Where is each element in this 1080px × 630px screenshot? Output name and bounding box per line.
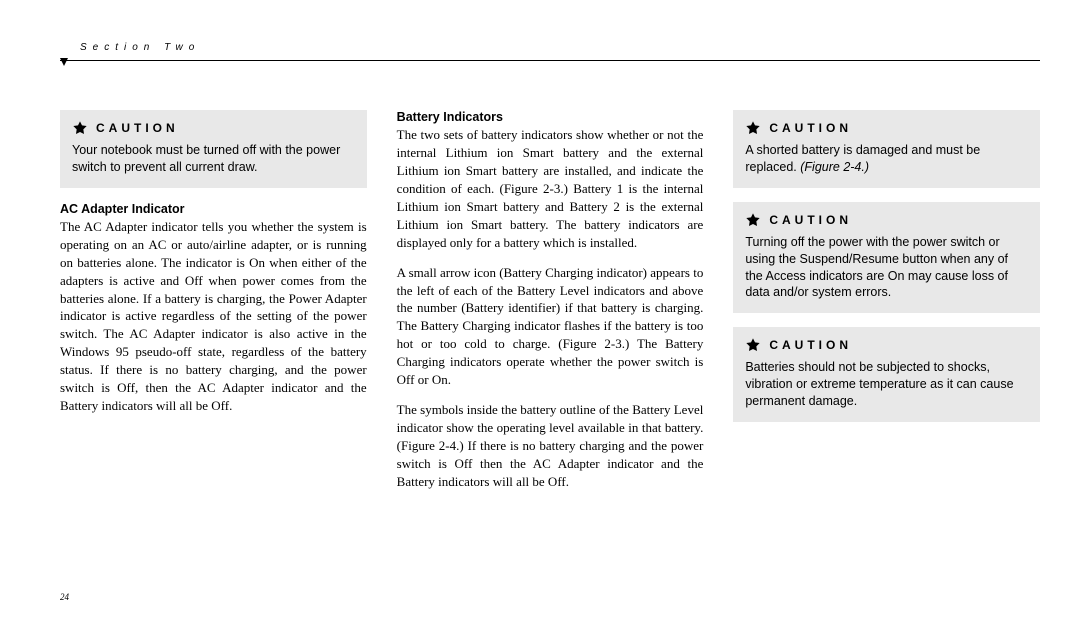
page: Section Two CAUTION Your notebook must b…: [0, 0, 1080, 630]
body-text: The symbols inside the battery outline o…: [397, 401, 704, 491]
caution-icon: [72, 120, 88, 136]
columns: CAUTION Your notebook must be turned off…: [60, 110, 1040, 590]
body-text: A small arrow icon (Battery Charging ind…: [397, 264, 704, 390]
caution-box-1: CAUTION Your notebook must be turned off…: [60, 110, 367, 188]
figure-reference: (Figure 2-4.): [800, 160, 869, 174]
caution-body: Turning off the power with the power swi…: [745, 234, 1028, 302]
column-1: CAUTION Your notebook must be turned off…: [60, 110, 367, 590]
page-number: 24: [60, 592, 69, 602]
caution-icon: [745, 212, 761, 228]
caution-header: CAUTION: [745, 120, 1028, 136]
caution-box-2: CAUTION A shorted battery is damaged and…: [733, 110, 1040, 188]
caution-icon: [745, 337, 761, 353]
caution-label: CAUTION: [96, 121, 179, 135]
caution-header: CAUTION: [72, 120, 355, 136]
caution-label: CAUTION: [769, 338, 852, 352]
caution-body: Batteries should not be subjected to sho…: [745, 359, 1028, 410]
caution-icon: [745, 120, 761, 136]
caution-header: CAUTION: [745, 212, 1028, 228]
body-text: The two sets of battery indicators show …: [397, 126, 704, 252]
section-header: Section Two: [80, 42, 200, 53]
caution-body: Your notebook must be turned off with th…: [72, 142, 355, 176]
caution-box-3: CAUTION Turning off the power with the p…: [733, 202, 1040, 314]
header-marker-icon: [60, 58, 68, 66]
caution-header: CAUTION: [745, 337, 1028, 353]
heading-ac-adapter: AC Adapter Indicator: [60, 202, 367, 216]
body-text: The AC Adapter indicator tells you wheth…: [60, 218, 367, 415]
heading-battery-indicators: Battery Indicators: [397, 110, 704, 124]
column-3: CAUTION A shorted battery is damaged and…: [733, 110, 1040, 590]
caution-body: A shorted battery is damaged and must be…: [745, 142, 1028, 176]
header-rule: [60, 60, 1040, 61]
caution-label: CAUTION: [769, 213, 852, 227]
caution-box-4: CAUTION Batteries should not be subjecte…: [733, 327, 1040, 422]
caution-label: CAUTION: [769, 121, 852, 135]
column-2: Battery Indicators The two sets of batte…: [397, 110, 704, 590]
